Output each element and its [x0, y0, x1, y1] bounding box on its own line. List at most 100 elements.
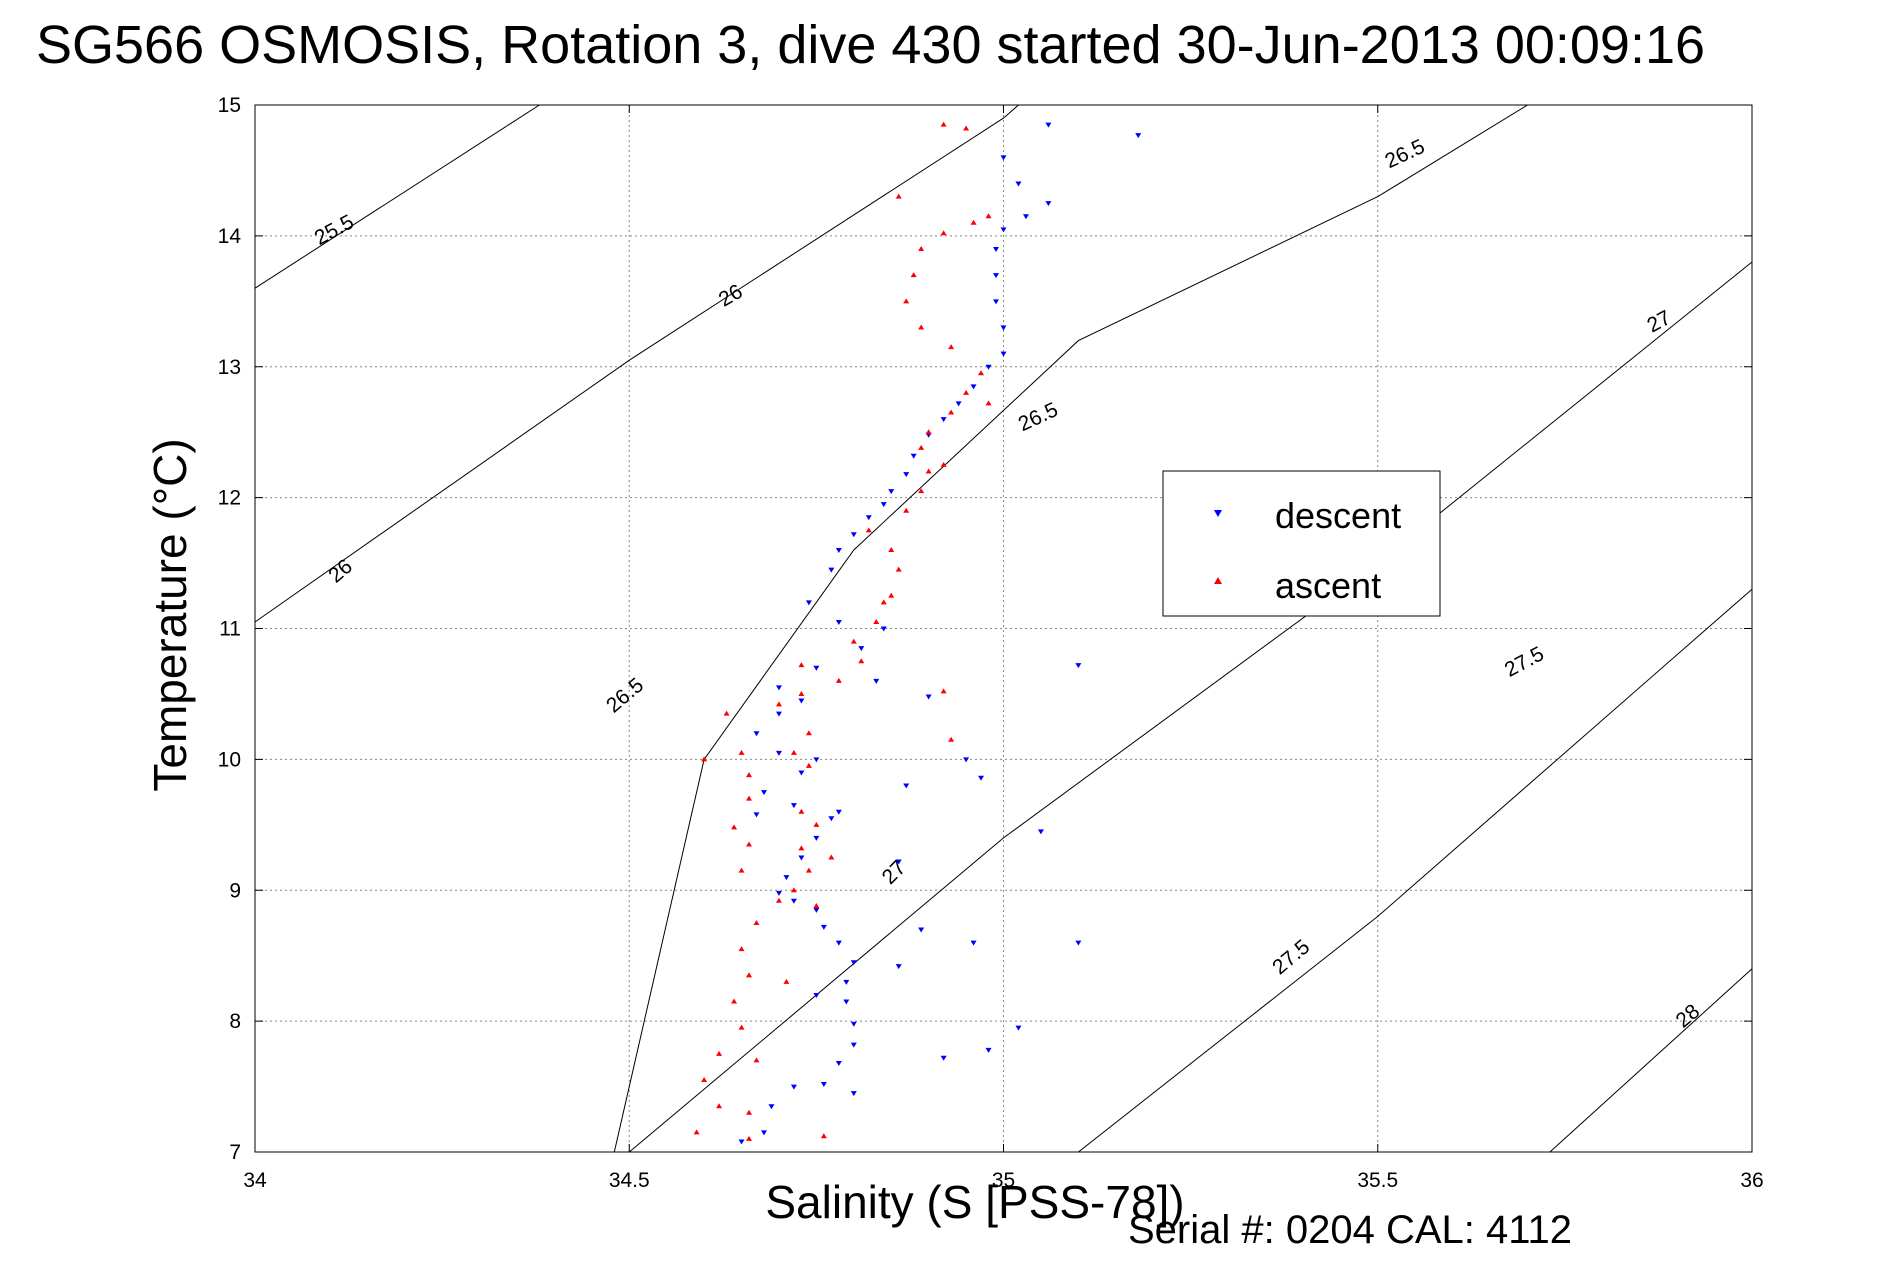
x-tick-label: 35	[992, 1169, 1015, 1192]
descent-point	[1022, 214, 1029, 220]
ascent-point	[738, 749, 745, 755]
descent-point	[903, 783, 910, 789]
ascent-point	[738, 946, 745, 952]
x-tick-label: 34.5	[609, 1169, 650, 1192]
descent-point	[835, 940, 842, 946]
descent-point	[895, 964, 902, 970]
ascent-point	[978, 370, 985, 376]
descent-point	[1075, 663, 1082, 669]
descent-point	[775, 890, 782, 896]
ascent-point	[746, 841, 753, 847]
ascent-point	[873, 618, 880, 624]
ascent-point	[940, 230, 947, 236]
y-tick-label: 8	[229, 1010, 241, 1033]
ascent-point	[940, 121, 947, 127]
ascent-point	[925, 468, 932, 474]
ascent-point	[918, 444, 925, 450]
descent-point	[940, 417, 947, 423]
y-tick-label: 7	[229, 1141, 241, 1164]
ascent-point	[798, 690, 805, 696]
ascent-point	[746, 795, 753, 801]
descent-point	[805, 600, 812, 606]
legend: descent ascent	[1162, 470, 1441, 617]
descent-point	[985, 364, 992, 370]
descent-point	[790, 803, 797, 809]
ascent-point	[858, 658, 865, 664]
ascent-point	[835, 677, 842, 683]
descent-point	[850, 532, 857, 538]
ascent-point	[865, 527, 872, 533]
ascent-point	[746, 1109, 753, 1115]
ascent-point	[746, 1135, 753, 1141]
descent-point	[978, 775, 985, 781]
descent-point	[1045, 201, 1052, 207]
y-tick-label: 15	[218, 94, 241, 117]
descent-point	[1135, 133, 1142, 139]
descent-point	[768, 1104, 775, 1110]
descent-point	[813, 665, 820, 671]
descent-point	[970, 940, 977, 946]
ascent-point	[850, 638, 857, 644]
descent-point	[828, 816, 835, 822]
ascent-point	[828, 854, 835, 860]
descent-point	[753, 731, 760, 737]
ascent-point	[970, 219, 977, 225]
descent-point	[858, 646, 865, 652]
descent-point	[1000, 351, 1007, 357]
ascent-point	[910, 272, 917, 278]
x-axis-label: Salinity (S [PSS-78])	[765, 1176, 1185, 1228]
descent-point	[738, 1139, 745, 1145]
serial-cal-note: Serial #: 0204 CAL: 4112	[1128, 1208, 1573, 1252]
ascent-point	[701, 756, 708, 762]
ascent-point	[948, 409, 955, 415]
descent-point	[843, 979, 850, 985]
ascent-point	[918, 488, 925, 494]
descent-point	[880, 626, 887, 632]
ascent-point	[948, 344, 955, 350]
descent-point	[940, 1055, 947, 1061]
ascent-point	[798, 662, 805, 668]
ascent-point	[948, 736, 955, 742]
descent-point	[775, 711, 782, 717]
ascent-point	[880, 599, 887, 605]
ascent-point	[985, 400, 992, 406]
descent-point	[798, 855, 805, 861]
contour-line-27-5	[1078, 588, 1753, 1153]
descent-point	[963, 757, 970, 763]
descent-point	[775, 685, 782, 691]
legend-descent-marker	[1214, 510, 1222, 517]
descent-point	[993, 246, 1000, 252]
y-tick-label: 13	[218, 356, 241, 379]
contour-line-28	[1549, 968, 1753, 1153]
descent-point	[790, 898, 797, 904]
descent-point	[1000, 227, 1007, 233]
descent-point	[835, 809, 842, 815]
ascent-point	[701, 1077, 708, 1083]
x-tick-label: 35.5	[1357, 1169, 1398, 1192]
y-tick-label: 12	[218, 487, 241, 510]
descent-point	[783, 875, 790, 881]
ascent-point	[753, 1057, 760, 1063]
descent-point	[1015, 1025, 1022, 1031]
descent-point	[903, 472, 910, 478]
ascent-point	[798, 845, 805, 851]
y-tick-label: 14	[218, 225, 242, 248]
chart-title: SG566 OSMOSIS, Rotation 3, dive 430 star…	[36, 15, 1706, 75]
y-tick-label: 9	[229, 879, 241, 902]
y-tick-label: 10	[218, 748, 241, 771]
descent-point	[880, 502, 887, 508]
ascent-point	[918, 324, 925, 330]
ascent-point	[723, 710, 730, 716]
descent-point	[865, 515, 872, 521]
contour-line-26	[254, 104, 1019, 623]
descent-point	[888, 489, 895, 495]
ascent-point	[895, 193, 902, 199]
ascent-point	[738, 867, 745, 873]
ascent-point	[940, 688, 947, 694]
descent-point	[1075, 940, 1082, 946]
ascent-point	[813, 902, 820, 908]
ascent-point	[903, 507, 910, 513]
descent-point	[955, 401, 962, 407]
descent-point	[813, 907, 820, 913]
x-tick-label: 36	[1740, 1169, 1763, 1192]
